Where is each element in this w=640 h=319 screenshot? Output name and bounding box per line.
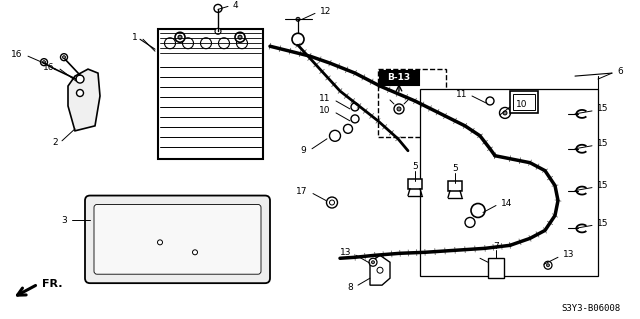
Circle shape — [61, 54, 67, 61]
Text: 5: 5 — [452, 164, 458, 173]
Circle shape — [397, 107, 401, 111]
Bar — [488, 258, 504, 278]
Circle shape — [330, 200, 335, 205]
FancyBboxPatch shape — [380, 70, 419, 85]
Text: 5: 5 — [412, 162, 418, 171]
Circle shape — [296, 17, 300, 21]
Text: FR.: FR. — [42, 279, 63, 289]
Bar — [420, 89, 598, 276]
Circle shape — [503, 111, 507, 115]
Circle shape — [292, 33, 304, 45]
Circle shape — [486, 97, 494, 105]
Text: 17: 17 — [296, 187, 307, 196]
Text: S3Y3-B06008: S3Y3-B06008 — [561, 304, 620, 313]
Circle shape — [330, 130, 340, 141]
Circle shape — [465, 218, 475, 227]
Circle shape — [178, 35, 182, 39]
Text: 15: 15 — [597, 181, 609, 190]
Circle shape — [193, 250, 198, 255]
Text: 9: 9 — [300, 146, 306, 155]
Text: 11: 11 — [456, 90, 467, 99]
Circle shape — [237, 38, 248, 49]
Text: 13: 13 — [563, 250, 575, 259]
Circle shape — [235, 32, 245, 42]
Polygon shape — [68, 69, 100, 131]
Circle shape — [394, 104, 404, 114]
Text: 15: 15 — [597, 139, 609, 148]
Bar — [448, 181, 462, 190]
Bar — [510, 91, 538, 113]
Circle shape — [42, 61, 45, 64]
Circle shape — [215, 28, 221, 34]
Circle shape — [157, 240, 163, 245]
Circle shape — [499, 108, 511, 118]
Circle shape — [218, 38, 230, 49]
Circle shape — [175, 32, 185, 42]
Circle shape — [238, 35, 242, 39]
Text: B-13: B-13 — [387, 73, 411, 82]
Text: 11: 11 — [319, 94, 330, 103]
Text: 10: 10 — [319, 107, 330, 115]
Circle shape — [471, 204, 485, 218]
Text: 12: 12 — [320, 7, 332, 16]
Text: 14: 14 — [501, 199, 513, 208]
Text: 2: 2 — [52, 138, 58, 147]
Bar — [408, 179, 422, 189]
Text: 8: 8 — [348, 283, 353, 292]
Circle shape — [164, 38, 175, 49]
Circle shape — [76, 75, 84, 83]
Circle shape — [214, 4, 222, 12]
Circle shape — [369, 258, 377, 266]
Text: 6: 6 — [617, 67, 623, 76]
Text: 13: 13 — [339, 248, 351, 257]
Circle shape — [544, 261, 552, 269]
Circle shape — [351, 103, 359, 111]
Bar — [158, 29, 263, 159]
Bar — [513, 94, 535, 110]
FancyBboxPatch shape — [85, 196, 270, 283]
Circle shape — [377, 267, 383, 273]
Text: 16: 16 — [42, 63, 54, 72]
Text: 7: 7 — [493, 242, 499, 251]
Text: 10: 10 — [516, 100, 527, 109]
Circle shape — [547, 264, 550, 267]
Circle shape — [63, 56, 65, 59]
Text: 3: 3 — [61, 216, 67, 225]
Text: 15: 15 — [597, 104, 609, 114]
Polygon shape — [370, 255, 390, 285]
Bar — [378, 69, 446, 137]
Circle shape — [40, 59, 47, 66]
Text: 16: 16 — [10, 50, 22, 59]
Text: 15: 15 — [597, 219, 609, 228]
Circle shape — [77, 90, 83, 96]
Circle shape — [200, 38, 211, 49]
Text: 1: 1 — [132, 33, 138, 42]
Circle shape — [351, 115, 359, 123]
FancyBboxPatch shape — [94, 204, 261, 274]
Circle shape — [371, 261, 374, 264]
Text: 4: 4 — [233, 1, 239, 10]
Circle shape — [182, 38, 193, 49]
Circle shape — [326, 197, 337, 208]
Circle shape — [344, 124, 353, 133]
